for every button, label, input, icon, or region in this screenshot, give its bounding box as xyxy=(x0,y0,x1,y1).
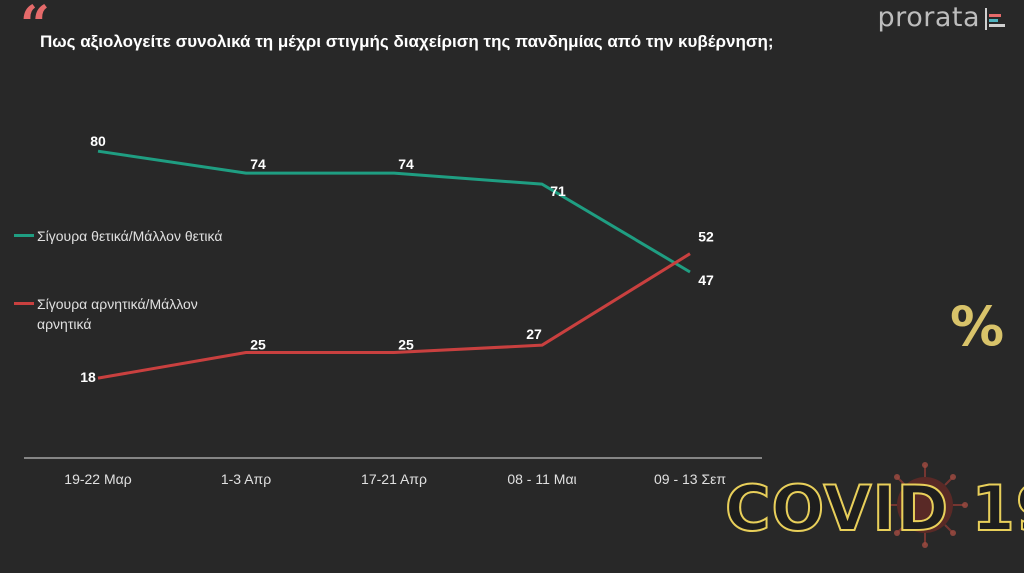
label-layer: 80 74 74 71 47 18 25 25 27 52 xyxy=(80,133,714,385)
x-tick-label: 1-3 Απρ xyxy=(221,471,271,487)
data-label: 25 xyxy=(250,337,266,353)
data-label: 18 xyxy=(80,369,96,385)
data-label: 80 xyxy=(90,133,106,149)
legend-item-positive: Σίγουρα θετικά/Μάλλον θετικά xyxy=(14,226,274,246)
series-layer xyxy=(97,149,691,380)
legend-swatch-positive xyxy=(14,234,34,237)
data-label: 71 xyxy=(550,183,566,199)
tick-layer: 19-22 Μαρ 1-3 Απρ 17-21 Απρ 08 - 11 Μαι 09 -… xyxy=(64,471,726,487)
percent-icon: % xyxy=(950,295,1005,358)
series-line-negative xyxy=(97,252,691,380)
page-title: Πως αξιολογείτε συνολικά τη μέχρι στιγμή… xyxy=(40,32,774,51)
data-label: 27 xyxy=(526,326,542,342)
series-line-positive xyxy=(97,149,691,274)
legend-label-positive: Σίγουρα θετικά/Μάλλον θετικά xyxy=(37,228,223,244)
virus-icon xyxy=(882,462,968,548)
data-label: 74 xyxy=(398,156,414,172)
x-tick-label: 19-22 Μαρ xyxy=(64,471,131,487)
prorata-logo-icon xyxy=(985,8,1005,30)
covid-title: COVID 19 xyxy=(724,472,1024,545)
legend-swatch-negative xyxy=(14,302,34,305)
legend-label-negative: Σίγουρα αρνητικά/Μάλλον αρνητικά xyxy=(37,296,198,332)
brand-logo-text: prorata xyxy=(877,2,980,33)
quote-icon: “ xyxy=(20,0,50,56)
data-label: 47 xyxy=(698,272,714,288)
data-label: 74 xyxy=(250,156,266,172)
covid-badge: COVID 19 xyxy=(720,462,1024,570)
x-tick-label: 17-21 Απρ xyxy=(361,471,427,487)
x-tick-label: 08 - 11 Μαι xyxy=(507,471,576,487)
data-label: 25 xyxy=(398,337,414,353)
x-tick-label: 09 - 13 Σεπ xyxy=(654,471,726,487)
data-label: 52 xyxy=(698,229,714,245)
legend-item-negative: Σίγουρα αρνητικά/Μάλλον αρνητικά xyxy=(14,294,254,334)
